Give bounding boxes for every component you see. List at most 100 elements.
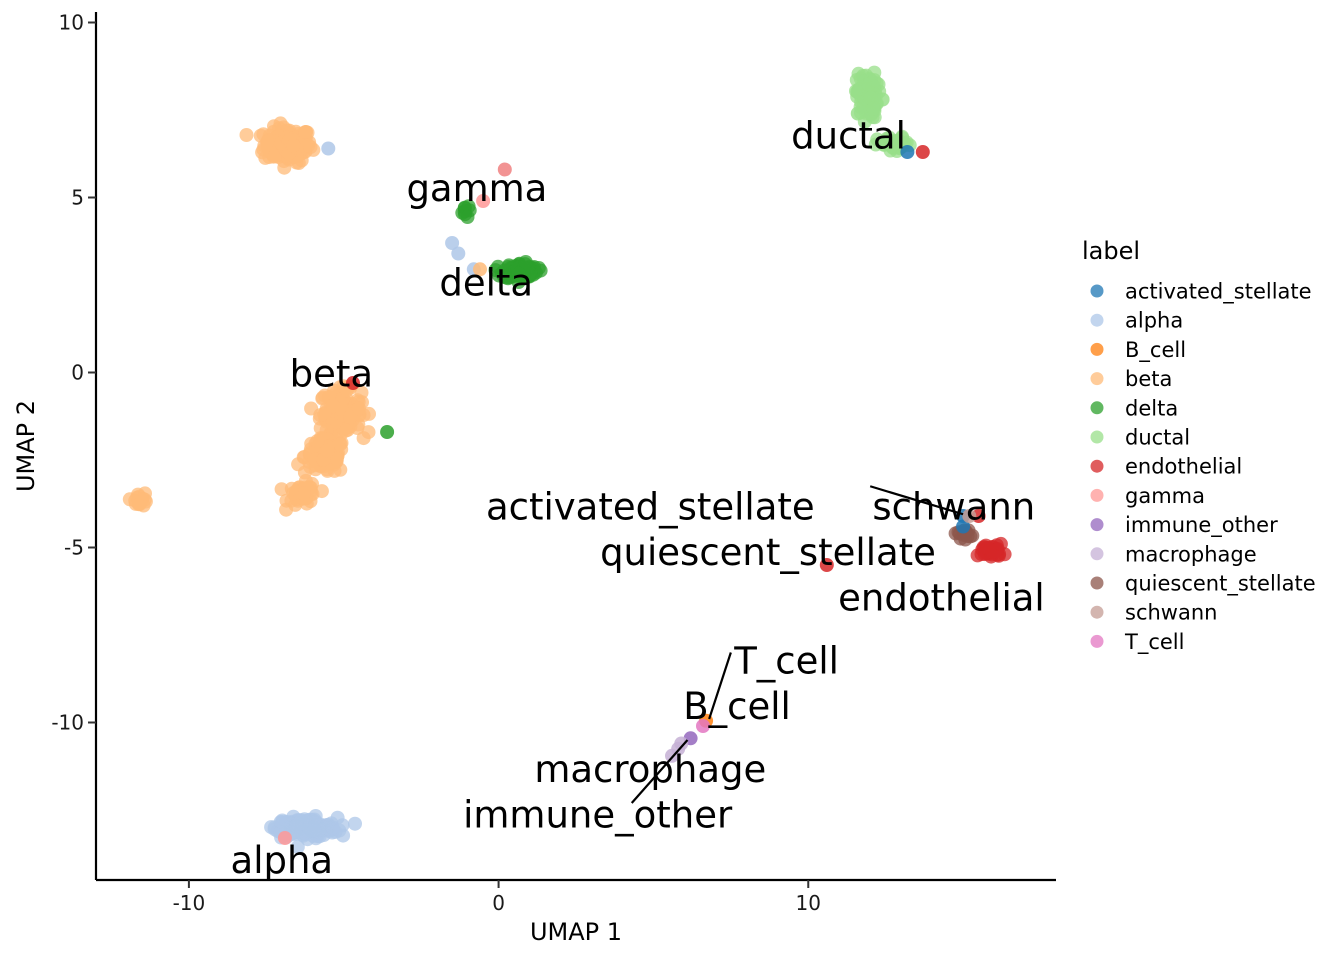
legend-key-ductal [1090, 430, 1104, 444]
data-point [850, 106, 865, 121]
cluster-label-ductal: ductal [791, 115, 906, 158]
legend-key-alpha [1090, 313, 1104, 327]
data-point [296, 486, 311, 501]
data-point [320, 443, 335, 458]
data-point [915, 145, 930, 159]
legend-label: beta [1125, 367, 1172, 391]
x-axis-title: UMAP 1 [530, 918, 622, 946]
legend-key-delta [1090, 401, 1104, 415]
data-point [321, 141, 336, 156]
data-point [326, 398, 340, 413]
cluster-label-delta: delta [439, 262, 533, 305]
data-point [348, 816, 362, 831]
data-point [867, 65, 882, 80]
legend-key-immune-other [1090, 518, 1104, 532]
data-point [849, 84, 863, 98]
cluster-labels: ductal gamma delta beta activated_stellate sc… [231, 115, 1045, 883]
legend-key-activated-stellate [1090, 284, 1104, 298]
data-point [320, 463, 335, 478]
data-point [863, 90, 878, 105]
data-point [476, 194, 491, 208]
data-point [284, 481, 299, 496]
data-point [962, 509, 977, 523]
data-point [696, 719, 710, 733]
label-connector-line [708, 652, 732, 720]
cluster-label-schwann: schwann [872, 486, 1035, 529]
legend-label: gamma [1125, 484, 1205, 508]
data-point [875, 92, 890, 107]
data-point [346, 376, 360, 390]
data-point [132, 497, 147, 511]
data-point [277, 831, 292, 845]
cluster-label-gamma: gamma [406, 167, 547, 210]
data-point [876, 137, 891, 152]
data-point [267, 149, 282, 163]
x-tick-label: 0 [492, 891, 505, 915]
data-point [329, 451, 344, 466]
data-point [291, 457, 306, 472]
legend-label: immune_other [1125, 513, 1278, 538]
axes: -10 0 10 -10 -5 0 5 10 [51, 11, 1056, 915]
data-point [290, 839, 305, 854]
data-point [352, 401, 366, 416]
legend-key-quiescent-stellate [1090, 576, 1104, 590]
data-point [473, 262, 487, 277]
cluster-label-immune-other: immune_other [463, 794, 733, 837]
label-connector-line [869, 485, 964, 516]
data-point [286, 138, 301, 153]
data-point [455, 205, 470, 220]
legend-label: delta [1125, 396, 1178, 420]
legend-key-beta [1090, 372, 1104, 386]
data-point [332, 823, 347, 838]
scatter-points [122, 65, 1012, 854]
data-point [895, 131, 910, 145]
legend-key-macrophage [1090, 547, 1104, 561]
data-point [380, 425, 395, 439]
data-point [956, 519, 971, 534]
legend-label: alpha [1125, 309, 1183, 333]
legend-key-b-cell [1090, 342, 1104, 356]
cluster-label-endothelial: endothelial [838, 577, 1045, 620]
data-point [900, 145, 915, 159]
legend-key-t-cell [1090, 634, 1104, 648]
data-point [291, 156, 306, 170]
legend-label: ductal [1125, 426, 1190, 450]
legend-label: endothelial [1125, 455, 1242, 479]
legend-label: activated_stellate [1125, 280, 1312, 305]
data-point [497, 162, 512, 177]
legend-label: B_cell [1125, 338, 1186, 363]
data-point [317, 407, 332, 421]
data-point [288, 497, 303, 512]
y-axis-title: UMAP 2 [12, 400, 40, 492]
y-tick-label: 0 [71, 361, 84, 385]
data-point [356, 431, 371, 446]
x-tick-label: -10 [173, 891, 206, 915]
y-tick-label: -10 [51, 711, 84, 735]
cluster-label-b-cell: B_cell [683, 685, 791, 728]
data-point [518, 255, 533, 269]
x-tick-label: 10 [796, 891, 821, 915]
data-point [819, 558, 834, 572]
y-tick-label: -5 [64, 536, 84, 560]
y-tick-label: 5 [71, 186, 84, 210]
cluster-label-beta: beta [290, 353, 373, 396]
legend-key-gamma [1090, 488, 1104, 502]
label-connector-line [630, 739, 689, 804]
data-point [451, 246, 466, 261]
legend-key-endothelial [1090, 459, 1104, 473]
data-point [866, 101, 881, 116]
data-point [333, 437, 348, 452]
data-point [260, 134, 275, 149]
label-connectors [630, 485, 964, 804]
data-point [849, 73, 864, 87]
legend-label: T_cell [1124, 630, 1184, 655]
cluster-label-quiescent-stellate: quiescent_stellate [600, 531, 936, 574]
cluster-label-macrophage: macrophage [534, 748, 766, 791]
data-point [674, 736, 689, 751]
data-point [491, 259, 505, 274]
legend-label: macrophage [1125, 542, 1257, 566]
data-point [993, 536, 1008, 551]
data-point [445, 236, 460, 250]
